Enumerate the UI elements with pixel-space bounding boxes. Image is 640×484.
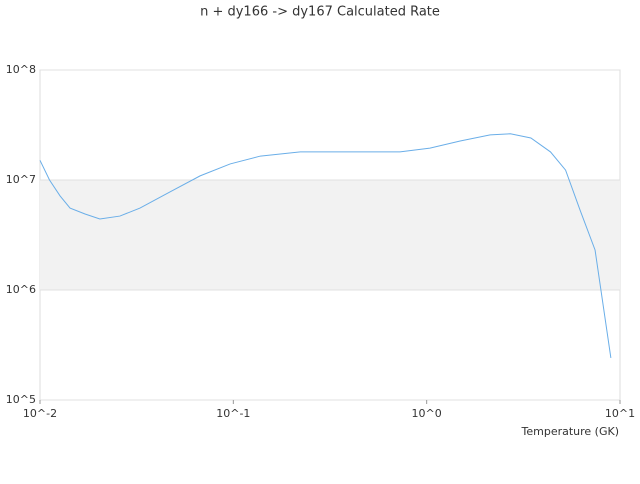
y-tick-label: 10^7	[6, 173, 36, 186]
x-axis-label: Temperature (GK)	[521, 425, 620, 438]
x-tick-label: 10^-2	[23, 407, 57, 420]
y-tick-label: 10^6	[6, 283, 36, 296]
line-series	[39, 133, 612, 359]
chart-title: n + dy166 -> dy167 Calculated Rate	[200, 5, 440, 20]
y-tick-label: 10^8	[6, 63, 36, 76]
x-tick-label: 10^-1	[216, 407, 250, 420]
y-tick-label: 10^5	[6, 393, 36, 406]
x-tick-label: 10^0	[412, 407, 442, 420]
x-tick-label: 10^1	[605, 407, 635, 420]
grid-band	[40, 180, 620, 290]
